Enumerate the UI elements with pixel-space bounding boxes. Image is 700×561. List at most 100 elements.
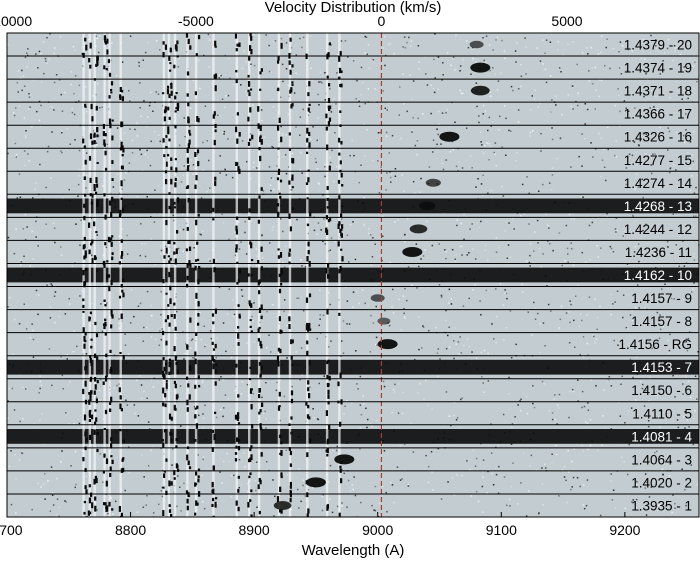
noise-speck [32,338,35,341]
noise-speck [54,321,56,324]
noise-speck [517,121,520,123]
noise-speck [483,391,485,393]
noise-speck [304,174,307,176]
noise-speck [505,154,507,156]
spectral-feature [370,294,385,302]
noise-speck [352,221,354,223]
noise-speck [177,475,179,477]
sky-line-residual [90,103,93,110]
noise-speck [533,250,535,252]
sky-line-residual [339,67,342,74]
noise-speck [640,380,642,383]
noise-speck [240,289,243,291]
noise-speck [401,174,403,176]
sky-line-residual [94,496,97,501]
noise-speck [399,445,402,447]
noise-speck [204,404,206,407]
noise-speck [360,164,362,166]
sky-line-residual [248,300,251,305]
noise-speck [43,483,45,486]
sky-line-residual [279,486,282,492]
noise-speck [423,398,425,400]
noise-speck [458,161,460,163]
noise-speck [127,353,130,355]
noise-speck [189,347,192,349]
noise-speck [636,284,639,286]
sky-line-residual [260,187,263,191]
noise-speck [281,132,284,135]
sky-line-residual [250,454,253,461]
noise-speck [312,408,314,410]
sky-line-residual [340,70,343,73]
noise-speck [517,404,519,406]
noise-speck [468,345,470,348]
noise-speck [570,166,572,168]
noise-speck [193,247,195,249]
noise-speck [499,282,502,285]
noise-speck [372,60,374,62]
noise-speck [272,106,275,108]
noise-speck [592,334,594,336]
sky-line-residual [88,317,91,320]
sky-line-residual [325,227,328,233]
noise-speck [253,341,256,343]
sky-line-residual [83,500,86,504]
noise-speck [583,405,586,408]
noise-speck [222,322,225,324]
sky-line-residual [248,216,251,220]
sky-line-residual [338,424,342,427]
noise-speck [23,303,25,305]
sky-line-residual [248,208,251,213]
noise-speck [197,59,200,62]
noise-speck [577,379,579,381]
noise-speck [486,142,488,144]
sky-line-residual [288,213,291,219]
noise-speck [24,238,27,241]
noise-speck [13,318,16,321]
sky-line-residual [250,404,253,410]
noise-speck [655,450,658,453]
sky-line-residual [249,88,253,91]
noise-speck [150,216,152,218]
row-label: 1.4374 - 19 [624,61,692,76]
noise-speck [340,40,343,42]
sky-line-residual [195,292,198,299]
sky-line-residual [84,250,87,257]
plot-area: 1.4379 - 201.4374 - 191.4371 - 181.4366 … [7,33,699,517]
noise-speck [58,79,61,81]
noise-speck [153,130,156,133]
noise-speck [495,288,497,290]
noise-speck [537,312,539,315]
sky-line-residual [168,271,171,278]
noise-speck [639,338,642,340]
noise-speck [296,297,298,299]
noise-speck [560,71,562,73]
noise-speck [74,486,76,489]
noise-speck [261,396,263,399]
sky-line-residual [81,52,84,56]
noise-speck [12,112,15,114]
noise-speck [141,242,143,245]
noise-speck [13,252,16,255]
noise-speck [658,337,661,339]
sky-line-residual [235,363,238,368]
sky-line-residual [84,103,87,108]
noise-speck [47,145,50,148]
sky-line-residual [338,76,341,80]
noise-speck [318,324,320,327]
noise-speck [456,474,458,476]
noise-speck [653,325,656,327]
noise-speck [285,68,288,70]
noise-speck [351,484,354,486]
noise-speck [507,393,510,395]
noise-speck [81,290,83,292]
noise-speck [304,266,307,268]
noise-speck [369,234,372,236]
sky-line-residual [121,207,125,213]
noise-speck [485,289,487,292]
noise-speck [276,165,278,167]
sky-line-residual [109,349,112,353]
noise-speck [276,165,278,168]
noise-speck [554,394,556,396]
sky-line-residual [90,201,93,205]
